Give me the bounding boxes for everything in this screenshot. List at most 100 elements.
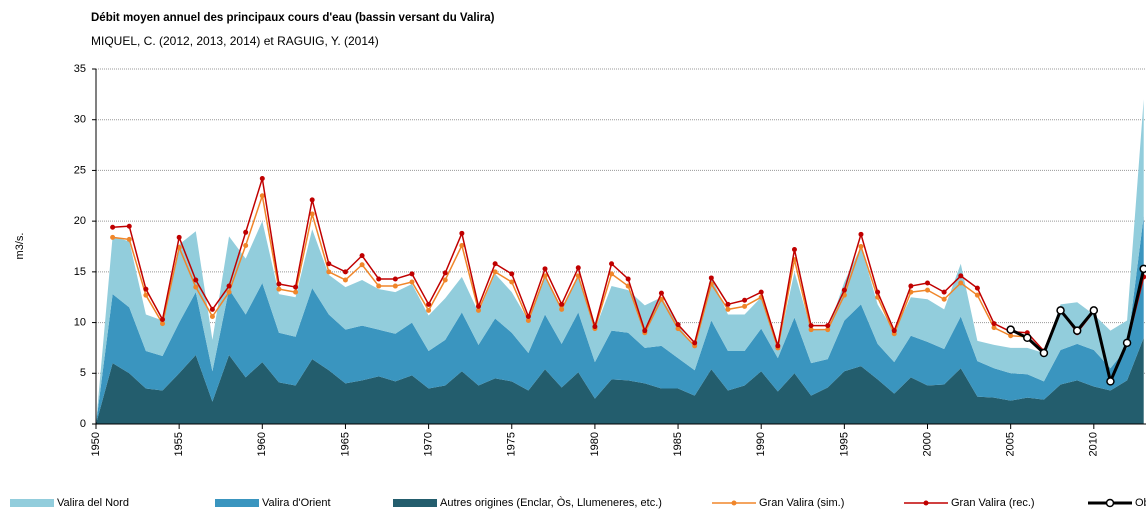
marker xyxy=(974,292,980,298)
marker xyxy=(625,276,631,282)
marker xyxy=(958,273,964,279)
marker xyxy=(675,322,681,328)
marker xyxy=(758,289,764,295)
legend-swatch xyxy=(215,499,259,507)
x-tick-label: 1990 xyxy=(755,432,767,456)
marker xyxy=(276,286,282,292)
marker xyxy=(309,197,315,203)
marker xyxy=(941,289,947,295)
marker xyxy=(692,340,698,346)
marker xyxy=(126,223,132,229)
marker xyxy=(841,287,847,293)
x-tick-label: 1960 xyxy=(256,432,268,456)
marker xyxy=(259,193,265,199)
legend-label: Obs. xyxy=(1135,497,1146,509)
area xyxy=(96,216,1144,424)
obs-marker xyxy=(1089,306,1099,315)
marker xyxy=(293,284,299,290)
marker xyxy=(525,318,531,324)
marker xyxy=(442,277,448,283)
obs-marker xyxy=(1006,325,1015,334)
marker xyxy=(592,324,598,330)
marker xyxy=(376,283,382,289)
marker xyxy=(725,301,731,307)
x-tick-label: 2005 xyxy=(1005,432,1017,456)
marker xyxy=(110,224,116,230)
marker xyxy=(775,343,781,349)
marker xyxy=(126,236,132,242)
marker xyxy=(808,323,814,329)
marker xyxy=(326,269,332,275)
x-tick-label: 1970 xyxy=(423,432,435,456)
marker xyxy=(858,244,864,249)
legend-label: Valira d'Orient xyxy=(262,497,331,509)
marker xyxy=(742,303,748,309)
marker xyxy=(342,277,348,283)
marker xyxy=(525,313,531,319)
area xyxy=(96,337,1144,424)
x-tick-label: 2000 xyxy=(921,432,933,456)
x-tick-label: 1975 xyxy=(506,432,518,456)
marker xyxy=(742,297,748,303)
marker xyxy=(143,286,149,292)
y-tick-label: 30 xyxy=(74,114,86,126)
marker xyxy=(875,289,881,295)
obs-marker xyxy=(1122,338,1132,348)
marker xyxy=(160,317,166,323)
chart-subtitle: MIQUEL, C. (2012, 2013, 2014) et RAGUIG,… xyxy=(91,34,379,48)
marker xyxy=(941,296,947,302)
obs-marker xyxy=(1023,333,1032,343)
marker xyxy=(609,271,615,277)
marker xyxy=(908,283,914,289)
x-tick-label: 1980 xyxy=(589,432,601,456)
legend-marker xyxy=(1105,498,1115,508)
marker xyxy=(293,289,299,295)
marker xyxy=(925,280,931,286)
marker xyxy=(243,229,249,235)
y-tick-label: 10 xyxy=(74,316,86,328)
x-tick-label: 1985 xyxy=(672,432,684,456)
marker xyxy=(958,280,964,286)
marker xyxy=(243,242,249,248)
legend-swatch xyxy=(393,499,437,507)
obs-marker xyxy=(1056,306,1065,315)
marker xyxy=(426,307,432,313)
legend-label: Valira del Nord xyxy=(57,497,129,509)
areas xyxy=(96,99,1144,424)
area xyxy=(96,99,1144,424)
x-tick-label: 1995 xyxy=(838,432,850,456)
obs-marker xyxy=(1106,377,1115,386)
legend-label: Autres origines (Enclar, Òs, Llumeneres,… xyxy=(440,496,662,509)
marker xyxy=(974,285,980,291)
marker xyxy=(642,328,648,334)
marker xyxy=(858,231,864,237)
x-tick-label: 1965 xyxy=(339,432,351,456)
marker xyxy=(143,292,149,298)
marker xyxy=(209,306,215,312)
marker xyxy=(409,279,415,285)
x-tick-label: 1955 xyxy=(173,432,185,456)
legend-label: Gran Valira (sim.) xyxy=(759,497,844,509)
marker xyxy=(442,270,448,276)
marker xyxy=(825,327,831,333)
marker xyxy=(708,275,714,281)
marker xyxy=(359,262,365,268)
y-tick-label: 0 xyxy=(80,418,86,430)
marker xyxy=(176,234,182,240)
marker xyxy=(609,261,615,267)
obs-marker xyxy=(1139,264,1146,274)
marker xyxy=(658,296,664,302)
marker xyxy=(259,176,265,182)
marker xyxy=(160,321,166,327)
marker xyxy=(426,301,432,307)
marker xyxy=(559,306,565,312)
marker xyxy=(991,321,997,327)
marker xyxy=(326,261,332,267)
marker xyxy=(110,234,116,240)
marker xyxy=(193,277,199,283)
marker xyxy=(209,313,215,319)
marker xyxy=(808,327,814,333)
marker xyxy=(575,265,581,271)
marker xyxy=(509,279,515,285)
